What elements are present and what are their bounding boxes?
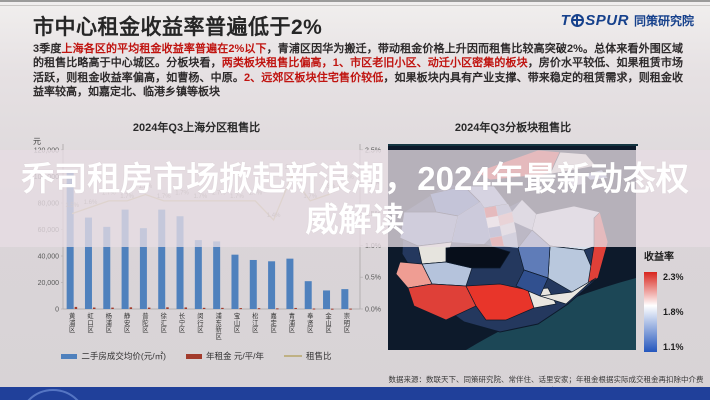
left-chart-title: 2024年Q3上海分区租售比 (132, 122, 261, 134)
svg-text:静安区: 静安区 (124, 311, 131, 334)
intro-paragraph: 3季度上海各区的平均租金收益率普遍在2%以下，青浦区因华为搬迁，带动租金价格上升… (33, 42, 683, 100)
intro-seg-3: ，青浦区因华为搬迁，带动租金价格上升因而租售比较高突破2%。总体来看外围区域的租… (33, 43, 683, 70)
intro-seg-4: 两类板块租售比偏高，1、市区老旧小区、动迁小区密集的板块 (221, 57, 528, 70)
map-divider (388, 144, 638, 146)
bottom-arc-decoration (18, 389, 88, 400)
brand-text: T SPUR (560, 12, 629, 29)
yield-legend: 收益率 2.3% 1.8% 1.1% (644, 248, 704, 352)
svg-text:嘉定区: 嘉定区 (270, 311, 277, 334)
svg-text:普陀区: 普陀区 (142, 311, 148, 334)
svg-text:0: 0 (55, 307, 59, 314)
svg-text:杨浦区: 杨浦区 (106, 311, 113, 334)
svg-text:宝山区: 宝山区 (234, 311, 240, 334)
top-hairline (0, 5, 710, 6)
svg-text:0.5%: 0.5% (365, 275, 381, 282)
brand-logo: T SPUR 同策研究院 (561, 12, 694, 29)
left-chart-legend: 二手房成交均价(元/㎡) 年租金 元/平/年 租售比 (8, 350, 385, 362)
intro-seg-1: 3季度 (33, 43, 62, 55)
legend-item-ratio: 租售比 (284, 350, 332, 362)
headline-line-2: 威解读 (305, 200, 405, 238)
top-border (0, 0, 710, 2)
headline-line-1: 乔司租房市场掀起新浪潮，2024年最新动态权 (21, 159, 689, 197)
legend-item-price: 二手房成交均价(元/㎡) (61, 350, 166, 362)
svg-text:黄浦区: 黄浦区 (69, 311, 76, 334)
rent-legend-swatch (185, 353, 202, 359)
svg-text:青浦区: 青浦区 (289, 311, 296, 334)
yield-gradient-bar (644, 272, 657, 352)
intro-seg-7: ，如果板块内具有产业支撑、带来稳定的租赁需求，则租金收益率较高，如嘉定北、临港乡… (33, 71, 684, 99)
svg-text:奉贤区: 奉贤区 (307, 311, 314, 334)
intro-seg-2: 上海各区的平均租金收益率普遍在2%以下 (61, 43, 267, 55)
yield-legend-title: 收益率 (644, 252, 674, 263)
svg-text:闵行区: 闵行区 (197, 311, 204, 334)
yield-tick-low: 1.1% (663, 342, 684, 352)
price-legend-swatch (61, 353, 78, 359)
yield-tick-mid: 1.8% (663, 307, 684, 317)
svg-text:崇明区: 崇明区 (344, 312, 350, 334)
svg-text:40,000: 40,000 (38, 254, 60, 261)
page-title: 市中心租金收益率普遍低于2% (33, 16, 323, 39)
svg-text:松江区: 松江区 (252, 311, 259, 334)
svg-text:浦东新区: 浦东新区 (216, 311, 223, 340)
brand-cn-text: 同策研究院 (633, 14, 694, 28)
intro-seg-5: ，房价水平较低、如果租赁市场活跃，则租金收益率偏高，如曹杨、中原。 (33, 57, 684, 84)
svg-text:金山区: 金山区 (325, 311, 332, 334)
svg-text:0.0%: 0.0% (365, 307, 381, 314)
globe-icon (571, 14, 585, 27)
svg-text:虹口区: 虹口区 (87, 311, 94, 334)
intro-seg-6: 2、远郊区板块住宅售价较低 (243, 71, 384, 84)
right-chart-title: 2024年Q3分板块租售比 (454, 122, 572, 134)
svg-text:徐汇区: 徐汇区 (161, 311, 168, 334)
yield-tick-high: 2.3% (663, 272, 684, 282)
headline-title: 乔司租房市场掀起新浪潮，2024年最新动态权 威解读 (21, 158, 688, 240)
headline-overlay: 乔司租房市场掀起新浪潮，2024年最新动态权 威解读 (0, 150, 710, 247)
bottom-bar (0, 387, 710, 400)
svg-text:长宁区: 长宁区 (179, 311, 186, 334)
svg-text:20,000: 20,000 (38, 280, 60, 287)
svg-text:元: 元 (33, 137, 41, 146)
legend-item-rent: 年租金 元/平/年 (185, 350, 264, 362)
ratio-legend-swatch (284, 355, 303, 357)
